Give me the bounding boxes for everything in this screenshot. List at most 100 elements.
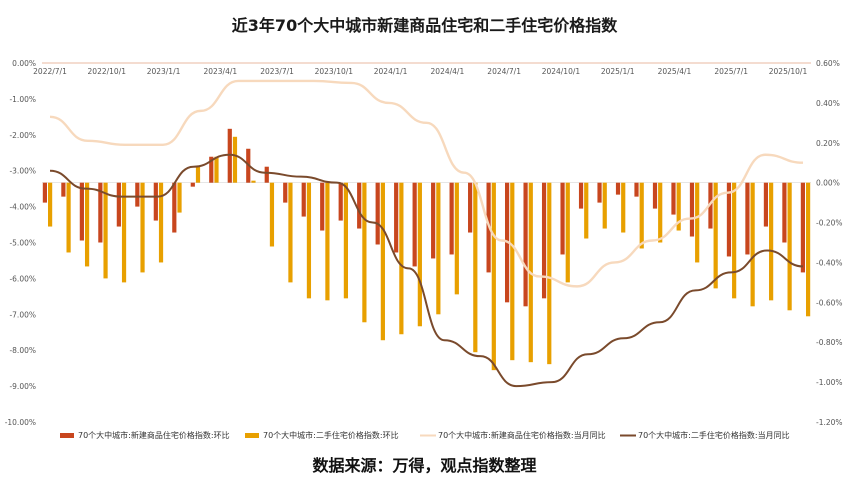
right-axis-tick-label: 0.60% xyxy=(816,59,840,68)
resale-mom-bar xyxy=(103,182,108,279)
legend: 70个大中城市:新建商品住宅价格指数:环比 70个大中城市:二手住宅价格指数:环比… xyxy=(60,430,790,440)
resale-mom-bar xyxy=(713,182,718,289)
resale-mom-bar xyxy=(732,182,737,299)
right-axis-tick-label: -1.20% xyxy=(816,418,843,427)
x-axis-tick-label: 2022/10/1 xyxy=(88,67,127,76)
resale-mom-bar xyxy=(399,182,404,335)
axes: 0.00% -1.00% -2.00% -3.00% -4.00% -5.00% -6.00… xyxy=(5,59,843,427)
left-axis-tick-label: -9.00% xyxy=(9,382,36,391)
resale-mom-bar xyxy=(584,182,589,239)
new-home-mom-bar xyxy=(578,182,584,209)
x-axis-tick-label: 2024/10/1 xyxy=(542,67,581,76)
x-axis-tick-label: 2023/4/1 xyxy=(203,67,237,76)
source-note: 数据来源：万得，观点指数整理 xyxy=(312,456,537,475)
resale-mom-bar xyxy=(158,182,164,263)
right-axis-tick-label: -1.00% xyxy=(816,378,843,387)
resale-mom-bar xyxy=(251,180,256,183)
resale-mom-bar xyxy=(676,182,681,231)
x-axis-tick-label: 2022/7/1 xyxy=(33,67,67,76)
left-axis-tick-label: -3.00% xyxy=(9,167,36,176)
resale-mom-bar xyxy=(454,182,459,295)
new-home-mom-bar xyxy=(153,182,158,221)
resale-mom-bar xyxy=(750,182,755,307)
new-home-mom-bar xyxy=(190,182,195,187)
new-home-mom-bar xyxy=(394,182,399,253)
new-home-mom-bar xyxy=(671,182,676,215)
left-axis-tick-label: -10.00% xyxy=(5,418,36,427)
resale-mom-bar xyxy=(806,182,811,317)
new-home-mom-bar xyxy=(782,182,787,243)
legend-swatch xyxy=(60,433,74,438)
resale-mom-bar xyxy=(491,182,496,371)
bar-series-group xyxy=(42,128,811,371)
new-home-mom-bar xyxy=(338,182,343,221)
new-home-mom-bar xyxy=(209,156,214,183)
left-axis-tick-label: 0.00% xyxy=(12,59,36,68)
resale-mom-bar xyxy=(510,182,515,361)
left-axis-tick-label: -5.00% xyxy=(9,239,36,248)
new-home-mom-bar xyxy=(116,182,121,227)
right-axis-tick-label: -0.20% xyxy=(816,219,843,228)
legend-label: 70个大中城市:二手住宅价格指数:当月同比 xyxy=(638,430,790,440)
right-axis-tick-label: -0.60% xyxy=(816,298,843,307)
resale-mom-bar xyxy=(658,182,663,243)
new-home-mom-bar xyxy=(357,182,362,229)
new-home-mom-bar xyxy=(745,182,750,255)
resale-mom-bar xyxy=(232,136,238,183)
resale-mom-bar xyxy=(343,182,349,299)
new-home-mom-bar xyxy=(42,182,47,203)
new-home-mom-bar xyxy=(431,182,436,259)
resale-mom-bar xyxy=(565,182,570,283)
resale-mom-bar xyxy=(621,182,626,233)
new-home-mom-bar xyxy=(634,182,639,197)
x-axis-tick-label: 2023/7/1 xyxy=(260,67,294,76)
new-home-mom-bar xyxy=(560,182,565,255)
legend-swatch xyxy=(245,433,259,438)
resale-mom-bar xyxy=(547,182,552,365)
resale-mom-bar xyxy=(417,182,422,327)
chart-title: 近3年70个大中城市新建商品住宅和二手住宅价格指数 xyxy=(231,16,618,35)
new-home-mom-bar xyxy=(800,182,805,273)
new-home-mom-bar xyxy=(301,182,306,217)
new-home-mom-bar xyxy=(763,182,769,227)
resale-mom-bar xyxy=(380,182,385,341)
new-home-mom-bar xyxy=(61,182,66,197)
resale-mom-bar xyxy=(195,166,201,183)
resale-mom-bar xyxy=(288,182,293,283)
new-home-mom-bar xyxy=(523,182,528,307)
new-home-mom-bar xyxy=(79,182,84,241)
resale-mom-bar xyxy=(140,182,145,273)
resale-mom-bar xyxy=(602,182,607,229)
right-axis-tick-label: 0.40% xyxy=(816,99,840,108)
resale-mom-bar xyxy=(48,182,53,227)
new-home-mom-bar xyxy=(689,182,695,237)
x-axis-tick-label: 2025/7/1 xyxy=(714,67,748,76)
right-axis-tick-label: 0.00% xyxy=(816,179,840,188)
new-home-mom-bar xyxy=(283,182,288,203)
resale-mom-bar xyxy=(66,182,71,253)
x-axis-tick-label: 2024/4/1 xyxy=(431,67,465,76)
new-home-mom-bar xyxy=(615,182,621,195)
resale-mom-bar xyxy=(639,182,644,249)
resale-mom-bar xyxy=(84,182,90,267)
x-axis-tick-label: 2023/10/1 xyxy=(315,67,354,76)
new-home-mom-bar xyxy=(412,182,417,267)
resale-mom-bar xyxy=(214,156,219,183)
new-home-mom-bar xyxy=(468,182,473,233)
right-axis-tick-label: -0.80% xyxy=(816,338,843,347)
x-axis-tick-label: 2025/1/1 xyxy=(601,67,635,76)
resale-mom-bar xyxy=(269,182,275,247)
resale-mom-bar xyxy=(436,182,441,315)
resale-mom-bar xyxy=(306,182,312,299)
x-axis-tick-label: 2025/10/1 xyxy=(769,67,808,76)
line-series-group xyxy=(49,79,804,388)
new-home-mom-bar xyxy=(597,182,602,203)
resale-yoy-line xyxy=(49,153,804,388)
new-home-mom-bar xyxy=(135,182,140,207)
legend-label: 70个大中城市:二手住宅价格指数:环比 xyxy=(263,430,399,440)
x-axis-tick-label: 2024/1/1 xyxy=(374,67,408,76)
resale-mom-bar xyxy=(787,182,792,311)
resale-mom-bar xyxy=(177,182,182,213)
